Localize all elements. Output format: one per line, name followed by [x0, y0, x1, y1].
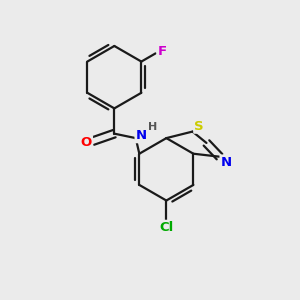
Text: H: H — [148, 122, 158, 132]
Text: N: N — [220, 155, 232, 169]
Text: F: F — [158, 45, 166, 58]
Text: Cl: Cl — [159, 221, 173, 234]
Text: S: S — [194, 120, 204, 133]
Text: N: N — [136, 129, 147, 142]
Text: O: O — [81, 136, 92, 149]
